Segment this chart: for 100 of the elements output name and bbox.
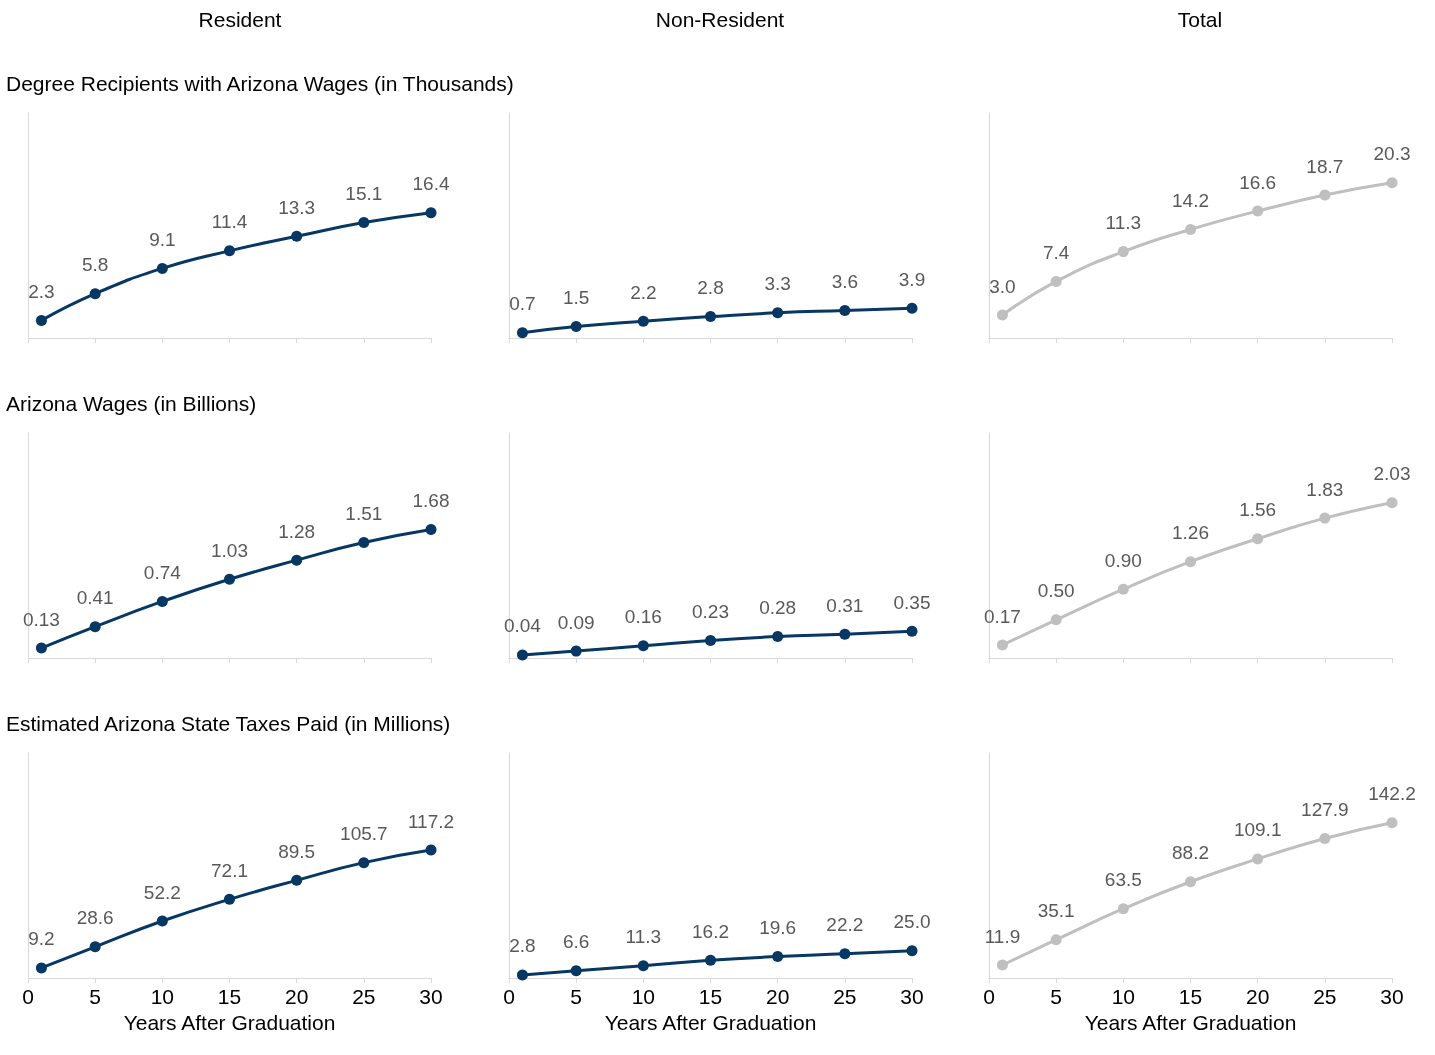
point (570, 321, 582, 333)
chart-title: Total (1176, 8, 1224, 32)
x-tick-label: 10 (150, 985, 175, 1008)
x-tick-label: 25 (833, 985, 857, 1008)
x-tick-label: 15 (698, 985, 723, 1008)
x-tick-label: 0 (983, 985, 995, 1008)
chart-title: Non-Resident (654, 8, 786, 32)
point (1117, 903, 1129, 915)
point (89, 621, 101, 633)
data-label: 15.1 (345, 183, 383, 205)
data-label: 142.2 (1368, 783, 1416, 805)
point (1185, 876, 1196, 888)
x-tick-label: 5 (1050, 985, 1063, 1008)
data-label: 2.8 (697, 277, 724, 299)
point (291, 230, 303, 242)
point (1386, 817, 1398, 829)
x-tick-label: 30 (419, 985, 443, 1008)
point (1050, 275, 1062, 287)
chart-title: Resident (197, 8, 283, 32)
x-axis-title: Years After Graduation (1084, 1010, 1297, 1034)
data-label: 11.3 (1105, 212, 1142, 234)
point (425, 844, 437, 856)
data-label: 7.4 (1042, 241, 1070, 263)
point (839, 628, 851, 640)
data-label: 72.1 (211, 859, 248, 881)
point (1185, 223, 1196, 235)
point (358, 857, 370, 869)
data-label: 2.03 (1373, 463, 1411, 485)
x-tick-label: 10 (1111, 985, 1136, 1008)
point (89, 288, 101, 300)
data-label: 9.1 (149, 228, 176, 250)
point (358, 537, 370, 549)
data-label: 3.0 (989, 275, 1016, 297)
data-label: 105.7 (340, 823, 388, 845)
data-label: 1.26 (1172, 522, 1209, 544)
data-label: 1.51 (345, 503, 383, 525)
point (1252, 853, 1264, 865)
data-label: 16.2 (692, 920, 729, 942)
data-label: 11.9 (984, 925, 1021, 947)
data-label: 20.3 (1373, 143, 1411, 165)
data-label: 16.4 (412, 173, 450, 195)
x-tick-label: 20 (765, 985, 790, 1008)
data-label: 16.6 (1239, 171, 1277, 193)
point (637, 315, 649, 327)
chart-subtitle: Estimated Arizona State Taxes Paid (in Millions) (6, 712, 451, 736)
x-tick-label: 20 (1245, 985, 1270, 1008)
point (516, 649, 528, 661)
data-label: 89.5 (278, 840, 316, 862)
x-tick-label: 30 (1380, 985, 1404, 1008)
data-label: 14.2 (1172, 189, 1209, 211)
x-tick-label: 30 (900, 985, 924, 1008)
point (772, 307, 784, 319)
data-label: 9.2 (28, 928, 55, 950)
point (705, 954, 716, 966)
point (996, 959, 1008, 971)
point (156, 915, 168, 927)
data-label: 3.6 (831, 270, 859, 292)
data-label: 6.6 (562, 931, 590, 953)
point (156, 262, 168, 274)
point (1050, 934, 1062, 946)
x-tick-label: 5 (570, 985, 583, 1008)
x-tick-label: 0 (503, 985, 515, 1008)
data-label: 1.5 (562, 287, 590, 309)
point (705, 311, 716, 323)
point (570, 645, 582, 657)
data-label: 52.2 (143, 881, 181, 903)
data-label: 3.9 (898, 268, 926, 290)
data-label: 11.4 (211, 211, 248, 233)
data-label: 88.2 (1172, 842, 1209, 864)
data-label: 63.5 (1104, 869, 1142, 891)
point (996, 639, 1008, 651)
data-label: 0.16 (624, 606, 662, 628)
data-label: 0.04 (503, 615, 542, 637)
point (425, 524, 437, 536)
point (772, 631, 784, 643)
point (1117, 583, 1129, 595)
x-tick-label: 10 (631, 985, 656, 1008)
point (996, 309, 1008, 321)
point (906, 625, 918, 637)
chart-subtitle: Degree Recipients with Arizona Wages (in Thousands) (6, 72, 514, 96)
data-label: 0.35 (893, 591, 931, 613)
point (1185, 556, 1196, 568)
data-label: 127.9 (1301, 798, 1349, 820)
point (425, 207, 437, 219)
data-label: 28.6 (76, 907, 114, 929)
data-label: 0.90 (1104, 549, 1142, 571)
data-label: 5.8 (81, 254, 109, 276)
data-label: 1.03 (211, 539, 248, 561)
point (839, 948, 851, 960)
data-label: 1.68 (412, 490, 450, 512)
data-label: 2.8 (509, 935, 536, 957)
point (772, 951, 784, 963)
data-label: 0.7 (509, 293, 536, 315)
chart-subtitle: Arizona Wages (in Billions) (6, 392, 257, 416)
data-label: 2.3 (28, 280, 55, 302)
x-tick-label: 25 (1313, 985, 1337, 1008)
point (291, 554, 303, 566)
point (35, 962, 47, 974)
x-tick-label: 15 (217, 985, 242, 1008)
point (89, 941, 101, 953)
